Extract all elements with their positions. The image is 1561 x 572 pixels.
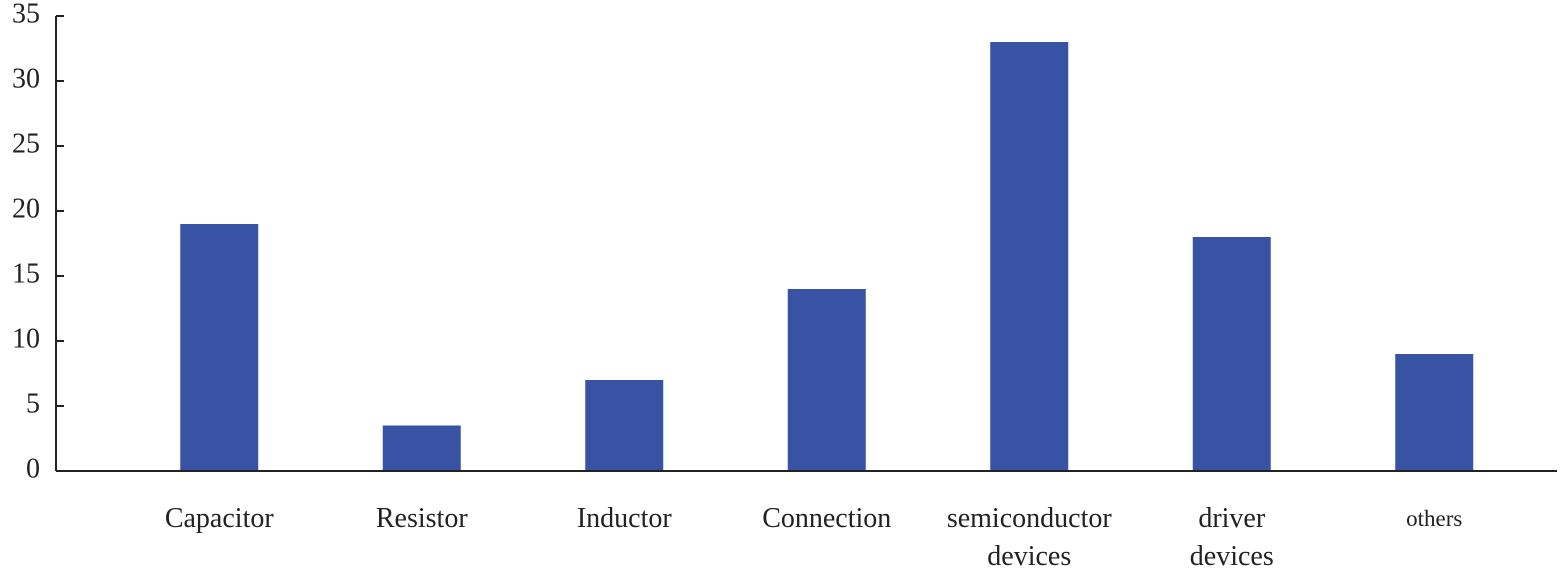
x-tick-label: Connection — [762, 503, 892, 534]
bar — [585, 380, 664, 471]
y-tick-label: 35 — [12, 0, 40, 29]
y-tick-label: 25 — [12, 128, 40, 159]
x-tick-label: others — [1406, 506, 1463, 531]
bar — [382, 425, 461, 471]
bar — [990, 42, 1069, 471]
x-tick-label: Capacitor — [164, 503, 274, 534]
y-tick-label: 30 — [12, 63, 40, 94]
y-tick-label: 15 — [12, 258, 40, 289]
bar — [1192, 237, 1271, 471]
bar — [180, 224, 259, 471]
y-tick-label: 5 — [26, 388, 40, 419]
y-tick-label: 20 — [12, 193, 40, 224]
y-tick-label: 0 — [26, 453, 40, 484]
x-tick-label: Inductor — [576, 503, 672, 534]
x-tick-label: semiconductor devices — [946, 503, 1112, 572]
x-tick-label: Resistor — [375, 503, 468, 534]
bar — [1395, 354, 1474, 471]
y-tick-label: 10 — [12, 323, 40, 354]
x-tick-label: driver devices — [1189, 503, 1274, 572]
bar — [787, 289, 866, 471]
